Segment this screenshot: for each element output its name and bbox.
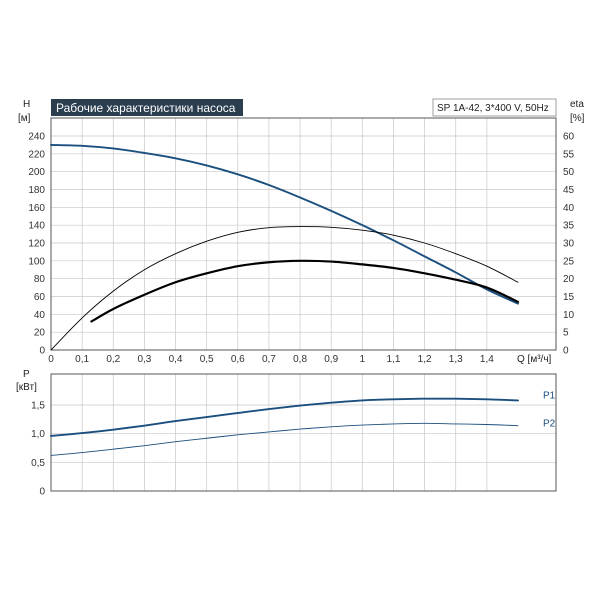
y-tick-label: 0: [39, 346, 45, 357]
x-tick-label: 0,3: [137, 354, 151, 365]
y-tick-label: 180: [28, 185, 45, 196]
y2-tick-label: 10: [563, 310, 575, 321]
y-tick-label: 20: [34, 328, 46, 339]
y-tick-label: 120: [28, 239, 45, 250]
y-tick-label: 220: [28, 149, 45, 160]
x-tick-label: 0,9: [324, 354, 338, 365]
y-tick-label: 60: [34, 292, 46, 303]
x-tick-label: 0,2: [106, 354, 120, 365]
x-tick-label: 1,2: [418, 354, 432, 365]
y-tick-label: 100: [28, 256, 45, 267]
efficiency-curve-thick: [90, 259, 520, 323]
y2-tick-label: 40: [563, 203, 575, 214]
y2-tick-label: 30: [563, 239, 575, 250]
y-axis-label: H: [23, 99, 30, 110]
y2-axis-label: eta: [570, 99, 584, 110]
head-curve: [50, 143, 519, 305]
power-axis-unit: [кВт]: [16, 382, 37, 393]
y-tick-label: 240: [28, 132, 45, 143]
x-tick-labels: 0 0,1 0,2 0,3 0,4 0,5 0,6 0,7 0,8 0,9 1 1,1 1,2 1,3 1,…: [48, 354, 494, 365]
y2-tick-label: 50: [563, 167, 575, 178]
series-label-p2: P2: [543, 419, 556, 430]
y2-tick-label: 35: [563, 221, 575, 232]
power-tick-label: 1,5: [31, 401, 45, 412]
chart-title: Рабочие характеристики насоса: [56, 101, 236, 115]
y-axis-unit: [м]: [18, 113, 31, 124]
x-tick-label: 0,7: [262, 354, 276, 365]
power-axis-label: P: [23, 369, 30, 380]
y2-tick-label: 20: [563, 274, 575, 285]
x-tick-label: 0,4: [169, 354, 183, 365]
y-tick-labels: 0 20 40 60 80 100 120 140 160 180 200 220 240: [28, 132, 45, 357]
y2-tick-labels: 0 5 10 15 20 25 30 35 40 45 50 55 60: [563, 132, 575, 357]
power-tick-label: 0,5: [31, 458, 45, 469]
bottom-grid: [50, 374, 556, 492]
head-efficiency-plot: 0 0,1 0,2 0,3 0,4 0,5 0,6 0,7 0,8 0,9 1 1,1 1,2 1,3 1,…: [18, 98, 585, 365]
power-y-tick-labels: 0 0,5 1,0 1,5: [31, 401, 45, 498]
top-plot-frame: [50, 117, 557, 351]
x-tick-label: 0: [48, 354, 54, 365]
chart-subtitle: SP 1A-42, 3*400 V, 50Hz: [437, 103, 549, 114]
power-curve-p1: [50, 397, 519, 437]
x-tick-label: 1,3: [449, 354, 463, 365]
x-tick-label: 0,5: [200, 354, 214, 365]
power-tick-label: 0: [39, 487, 45, 498]
y2-tick-label: 55: [563, 149, 575, 160]
chart-subtitle-box: [432, 98, 557, 117]
power-tick-label: 1,0: [31, 429, 45, 440]
y2-tick-label: 0: [563, 346, 569, 357]
y2-axis-unit: [%]: [570, 113, 585, 124]
x-tick-label: 1: [360, 354, 366, 365]
y-tick-label: 160: [28, 203, 45, 214]
chart-title-bg: [51, 99, 243, 116]
y-tick-label: 80: [34, 274, 46, 285]
series-label-p1: P1: [543, 390, 556, 401]
y2-tick-label: 60: [563, 132, 575, 143]
bottom-plot-frame: [50, 373, 557, 492]
top-grid: [50, 118, 556, 351]
x-tick-label: 0,8: [293, 354, 307, 365]
x-tick-label: 1,1: [387, 354, 401, 365]
y-tick-label: 140: [28, 221, 45, 232]
x-tick-label: 0,6: [231, 354, 245, 365]
y2-tick-label: 15: [563, 292, 575, 303]
y2-tick-label: 45: [563, 185, 575, 196]
y-tick-label: 200: [28, 167, 45, 178]
top-series-lines: [50, 143, 520, 351]
x-tick-label: 1,4: [480, 354, 494, 365]
x-tick-label: 0,1: [75, 354, 89, 365]
power-series-labels: P1 P2: [543, 390, 556, 429]
x-axis-label: Q [м³/ч]: [517, 354, 552, 365]
efficiency-curve-thin: [50, 226, 519, 351]
bottom-series-lines: [50, 397, 519, 456]
y2-tick-label: 25: [563, 256, 575, 267]
power-plot: 0 0,5 1,0 1,5 P1 P2 P [кВт]: [16, 369, 557, 498]
y-tick-label: 40: [34, 310, 46, 321]
power-curve-p2: [50, 422, 519, 456]
y2-tick-label: 5: [563, 328, 569, 339]
